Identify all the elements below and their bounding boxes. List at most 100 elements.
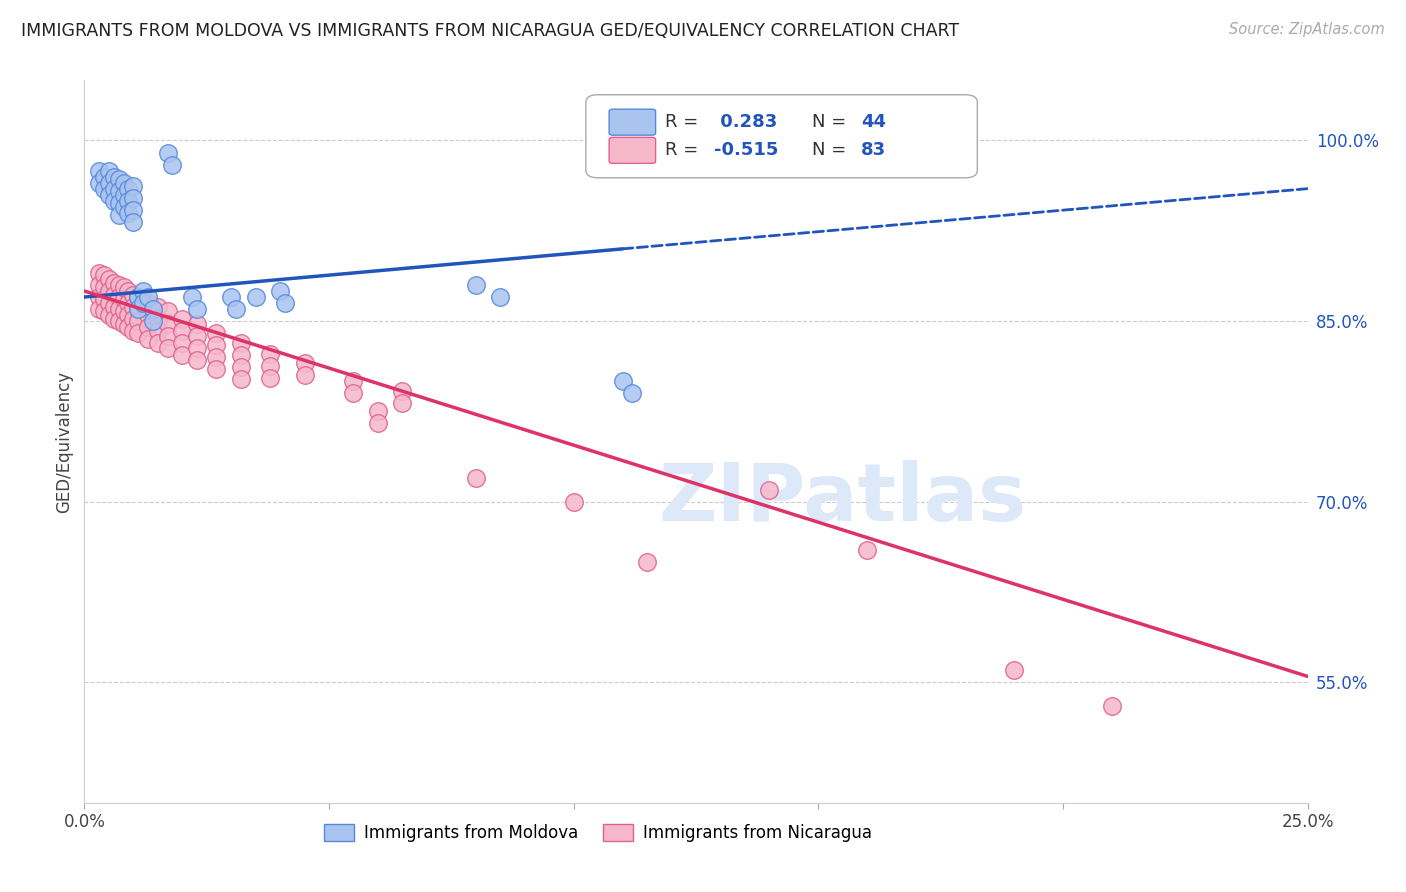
Point	[562, 495, 585, 509]
Point	[97, 284, 120, 298]
Point	[97, 187, 120, 202]
Point	[103, 311, 125, 326]
Point	[205, 338, 228, 352]
Point	[112, 304, 135, 318]
Point	[127, 301, 149, 317]
Point	[172, 348, 194, 362]
Point	[107, 301, 129, 317]
Text: N =: N =	[813, 141, 852, 160]
Point	[464, 277, 486, 292]
Point	[107, 314, 129, 328]
Point	[219, 290, 242, 304]
Point	[181, 290, 204, 304]
Point	[245, 290, 267, 304]
Point	[136, 296, 159, 310]
Point	[112, 317, 135, 331]
Point	[87, 266, 110, 280]
Point	[1101, 699, 1123, 714]
Point	[294, 368, 316, 383]
FancyBboxPatch shape	[609, 109, 655, 136]
Point	[127, 290, 149, 304]
Point	[259, 346, 281, 360]
Point	[117, 194, 139, 208]
Point	[103, 276, 125, 290]
Point	[112, 293, 135, 307]
Point	[342, 386, 364, 401]
Point	[156, 317, 179, 331]
Point	[229, 348, 252, 362]
Point	[122, 179, 145, 194]
Point	[367, 404, 389, 418]
Point	[122, 191, 145, 205]
Point	[156, 341, 179, 355]
Point	[127, 301, 149, 317]
Point	[259, 359, 281, 373]
Point	[122, 311, 145, 326]
Point	[93, 169, 115, 184]
Point	[391, 384, 413, 398]
Point	[186, 328, 208, 343]
Point	[112, 200, 135, 214]
Point	[612, 375, 634, 389]
Point	[97, 308, 120, 322]
Point	[758, 483, 780, 497]
Point	[1002, 664, 1025, 678]
Point	[122, 287, 145, 301]
Point	[103, 287, 125, 301]
Point	[117, 182, 139, 196]
Point	[269, 284, 291, 298]
Point	[97, 163, 120, 178]
Point	[122, 324, 145, 338]
Point	[621, 386, 644, 401]
Point	[107, 196, 129, 211]
Point	[391, 396, 413, 410]
Point	[229, 359, 252, 374]
Point	[229, 372, 252, 386]
Point	[146, 311, 169, 326]
Text: R =: R =	[665, 141, 704, 160]
Point	[93, 182, 115, 196]
Point	[112, 280, 135, 294]
Point	[87, 176, 110, 190]
Point	[93, 304, 115, 318]
Point	[146, 324, 169, 338]
Point	[127, 290, 149, 304]
Point	[856, 542, 879, 557]
Point	[342, 375, 364, 389]
Text: 83: 83	[860, 141, 886, 160]
Point	[172, 335, 194, 350]
Text: 0.283: 0.283	[714, 113, 778, 131]
FancyBboxPatch shape	[586, 95, 977, 178]
Point	[136, 290, 159, 304]
Text: 44: 44	[860, 113, 886, 131]
FancyBboxPatch shape	[609, 137, 655, 163]
Point	[156, 328, 179, 343]
Point	[136, 308, 159, 322]
Point	[97, 272, 120, 286]
Point	[229, 335, 252, 350]
Point	[107, 208, 129, 222]
Point	[87, 277, 110, 292]
Point	[186, 301, 208, 317]
Text: R =: R =	[665, 113, 704, 131]
Point	[172, 324, 194, 338]
Point	[162, 158, 184, 172]
Point	[122, 300, 145, 314]
Point	[146, 335, 169, 350]
Y-axis label: GED/Equivalency: GED/Equivalency	[55, 370, 73, 513]
Point	[142, 301, 165, 317]
Point	[103, 300, 125, 314]
Point	[87, 163, 110, 178]
Point	[156, 304, 179, 318]
Point	[87, 301, 110, 317]
Point	[97, 176, 120, 190]
Point	[93, 280, 115, 294]
Point	[122, 215, 145, 229]
Point	[107, 277, 129, 292]
Point	[127, 326, 149, 341]
Point	[117, 206, 139, 220]
Text: Source: ZipAtlas.com: Source: ZipAtlas.com	[1229, 22, 1385, 37]
Point	[97, 296, 120, 310]
Point	[103, 169, 125, 184]
Point	[294, 356, 316, 370]
